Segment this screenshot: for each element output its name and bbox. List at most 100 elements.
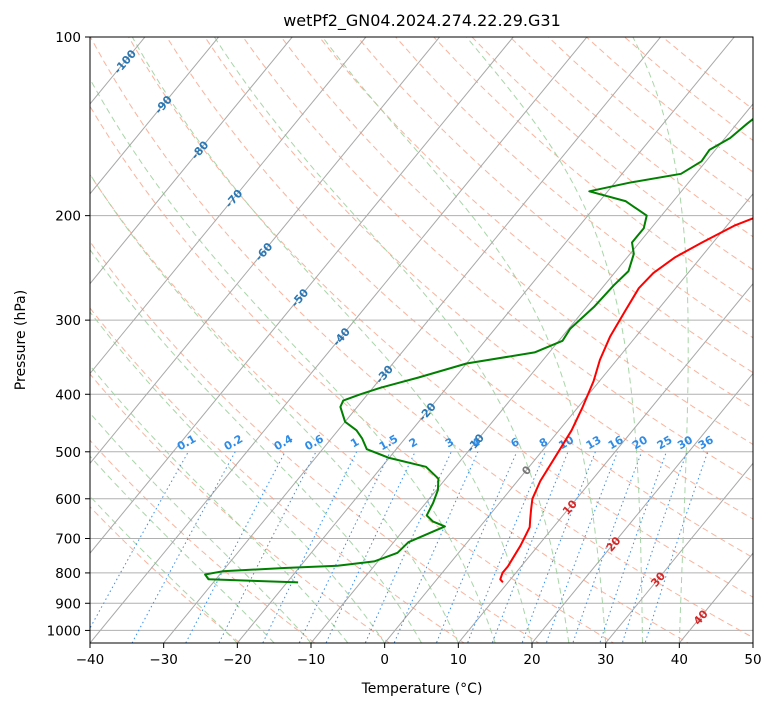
mixing-ratio-line xyxy=(298,451,391,643)
dry-adiabat xyxy=(90,173,615,643)
isotherm-label: -100 xyxy=(111,47,139,77)
y-tick-label: 700 xyxy=(55,532,81,548)
dry-adiabat xyxy=(90,439,316,643)
mixing-ratio-line xyxy=(131,451,236,643)
isotherm-line xyxy=(236,37,735,643)
mixing-ratio-labels: 0.1 0.2 0.4 0.6 1 1.5 2 3 4 6 8 10 13 16 20 25 30 36 xyxy=(175,432,716,453)
moist-adiabat xyxy=(131,37,533,643)
moist-adiabat xyxy=(90,495,238,643)
moist-adiabat xyxy=(632,37,689,643)
y-tick-label: 500 xyxy=(55,445,81,461)
moist-adiabat xyxy=(90,455,275,643)
x-tick-label: 20 xyxy=(523,652,540,668)
dry-adiabat xyxy=(166,37,753,559)
y-tick-label: 600 xyxy=(55,492,81,508)
mixing-ratio-label: 36 xyxy=(696,433,716,452)
mixing-ratio-label: 30 xyxy=(675,433,695,452)
x-tick-label: 30 xyxy=(597,652,614,668)
mixing-ratio-label: 13 xyxy=(584,433,604,452)
isotherm-line xyxy=(90,37,441,465)
x-tick-label: −20 xyxy=(223,652,252,668)
dry-adiabat xyxy=(280,37,753,445)
dry-adiabat xyxy=(586,37,753,173)
dry-adiabat xyxy=(90,37,753,639)
moist-adiabat xyxy=(213,37,570,643)
y-tick-label: 200 xyxy=(55,209,81,225)
mixing-ratio-line xyxy=(185,451,286,643)
mixing-ratio-label: 6 xyxy=(508,435,521,450)
isotherm-line xyxy=(90,37,514,554)
dry-adiabat xyxy=(395,37,753,339)
mixing-ratio-line xyxy=(218,451,317,643)
mixing-ratio-label: 0.4 xyxy=(272,432,296,453)
moist-adiabat xyxy=(322,37,607,643)
mixing-ratio-line xyxy=(621,451,688,643)
mixing-ratio-line xyxy=(599,451,667,643)
x-axis-ticks: −40 −30 −20 −10 0 10 20 30 40 50 xyxy=(76,643,762,668)
x-tick-label: 10 xyxy=(450,652,467,668)
y-tick-label: 400 xyxy=(55,387,81,403)
dry-adiabat xyxy=(90,105,690,643)
y-tick-label: 100 xyxy=(55,30,81,46)
dry-adiabat xyxy=(662,37,753,110)
mixing-ratio-label: 20 xyxy=(630,433,650,452)
chart-title: wetPf2_GN04.2024.274.22.29.G31 xyxy=(283,11,561,31)
mixing-ratio-line xyxy=(521,451,596,643)
moist-adiabat xyxy=(466,37,643,643)
mixing-ratio-line xyxy=(491,451,569,643)
y-tick-label: 300 xyxy=(55,313,81,329)
moist-adiabat xyxy=(90,173,459,643)
dry-adiabat xyxy=(318,37,753,409)
dry-adiabat xyxy=(204,37,753,520)
mixing-ratio-line xyxy=(393,451,479,643)
dry-adiabat xyxy=(90,240,540,643)
dewpoint-line xyxy=(204,117,753,584)
dry-adiabat xyxy=(357,37,753,374)
dry-adiabat xyxy=(90,373,391,643)
y-tick-label: 800 xyxy=(55,566,81,582)
profile-lines xyxy=(204,117,753,584)
dry-adiabat xyxy=(471,37,753,271)
mixing-ratio-label: 25 xyxy=(655,433,675,452)
moist-adiabat xyxy=(90,364,349,643)
isotherm-line xyxy=(90,37,293,285)
mixing-ratio-line xyxy=(325,451,416,643)
isotherm-line xyxy=(531,372,753,643)
y-tick-label: 900 xyxy=(55,596,81,612)
isotherm-line xyxy=(605,462,753,643)
x-tick-label: 50 xyxy=(744,652,761,668)
mixing-ratio-label: 1 xyxy=(348,435,361,450)
dry-adiabat xyxy=(624,37,753,142)
thermo-background-lines xyxy=(90,37,753,643)
mixing-ratio-label: 16 xyxy=(606,433,626,452)
y-tick-label: 1000 xyxy=(47,623,81,639)
moist-adiabat xyxy=(90,248,422,643)
x-tick-label: −10 xyxy=(297,652,326,668)
isotherm-line xyxy=(90,37,588,643)
mixing-ratio-line xyxy=(262,451,358,643)
y-axis-ticks: 100 200 300 400 500 600 700 800 900 1000 xyxy=(47,30,90,639)
dry-adiabat xyxy=(90,307,466,643)
mixing-ratio-label: 0.2 xyxy=(222,432,245,453)
mixing-ratio-line xyxy=(90,451,189,630)
moist-adiabat xyxy=(90,311,386,643)
isotherm-line xyxy=(310,103,753,643)
x-tick-label: 0 xyxy=(380,652,389,668)
dry-adiabat xyxy=(128,37,753,598)
plot-frame xyxy=(89,36,754,644)
isotherm-line xyxy=(90,37,220,195)
x-tick-label: 40 xyxy=(671,652,688,668)
isotherm-line xyxy=(678,552,753,643)
mixing-ratio-line xyxy=(572,451,643,643)
mixing-ratio-line xyxy=(364,451,452,643)
x-axis-label: Temperature (°C) xyxy=(361,681,483,697)
mixing-ratio-label: 0.1 xyxy=(175,432,198,453)
moist-adiabat xyxy=(90,78,496,643)
isotherm-line xyxy=(384,193,753,643)
temperature-line xyxy=(499,217,753,584)
isotherm-line xyxy=(90,37,367,375)
mixing-ratio-label: 3 xyxy=(443,435,456,450)
x-tick-label: −40 xyxy=(76,652,105,668)
mixing-ratio-line xyxy=(644,451,709,643)
x-tick-label: −30 xyxy=(149,652,178,668)
